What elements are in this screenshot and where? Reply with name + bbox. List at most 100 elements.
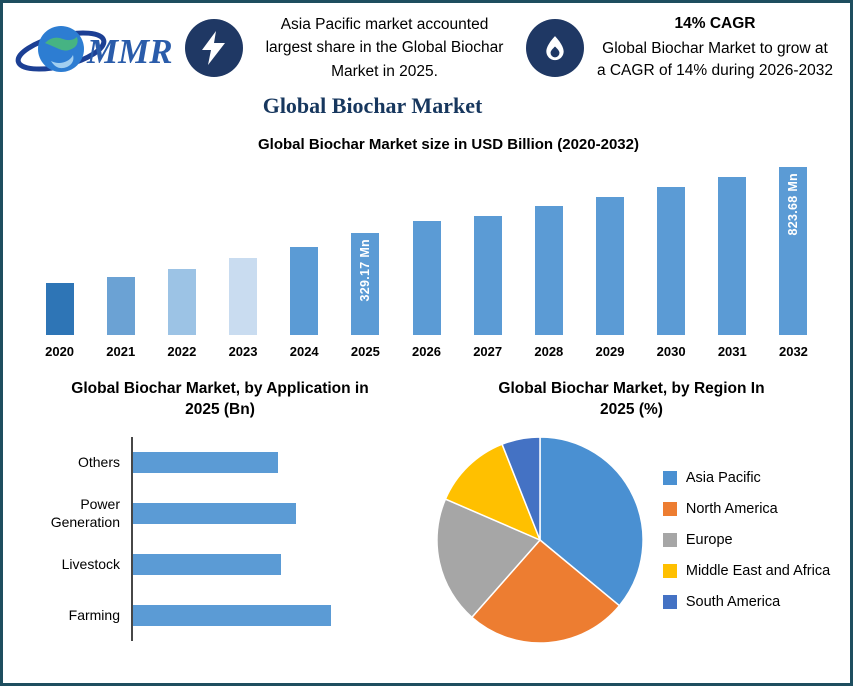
- bar-value-label-2025: 329.17 Mn: [358, 239, 373, 302]
- header-left-highlight: Asia Pacific market accounted largest sh…: [255, 13, 514, 83]
- legend-swatch: [662, 563, 677, 578]
- x-tick-2031: 2031: [717, 344, 747, 359]
- legend-item-asia-pacific: Asia Pacific: [662, 469, 830, 486]
- x-tick-2029: 2029: [595, 344, 625, 359]
- x-tick-2030: 2030: [656, 344, 686, 359]
- hbar-track: [131, 538, 421, 590]
- market-size-bars: 2020 2021 2022 2023 2024 329.17 Mn 2025 2026 202…: [29, 163, 824, 359]
- cagr-description: Global Biochar Market to grow at a CAGR …: [596, 39, 834, 79]
- hbar-row-others: Others: [19, 436, 421, 488]
- globe-landmass-2: [51, 55, 74, 69]
- cagr-value: 14% CAGR: [674, 14, 756, 32]
- bar-2029: [595, 197, 624, 335]
- hbar-others: [133, 451, 278, 473]
- hbar-label: Others: [77, 454, 120, 471]
- header-right-highlight: 14% CAGR Global Biochar Market to grow a…: [596, 15, 834, 81]
- x-tick-2022: 2022: [167, 344, 197, 359]
- hbar-row-livestock: Livestock: [19, 538, 421, 590]
- bar-2027: [473, 216, 502, 335]
- bar-2026: [412, 221, 441, 335]
- x-tick-2032: 2032: [778, 344, 808, 359]
- x-tick-2021: 2021: [106, 344, 136, 359]
- lightning-badge: [185, 19, 243, 77]
- region-pie: [436, 436, 644, 644]
- lightning-bolt-icon: [202, 31, 225, 65]
- bar-value-label-2032: 823.68 Mn: [786, 173, 801, 236]
- mmr-logo: MMR: [15, 26, 173, 72]
- bar-slot-2026: 2026: [396, 221, 457, 359]
- pie-and-legend: Asia Pacific North America Europe Middle Ea…: [433, 433, 830, 647]
- legend-label: Europe: [685, 531, 733, 548]
- application-chart: Global Biochar Market, by Application in…: [19, 379, 421, 647]
- market-size-chart-title: Global Biochar Market size in USD Billio…: [258, 136, 639, 153]
- hbar-row-farming: Farming: [19, 589, 421, 641]
- legend-swatch: [662, 470, 677, 485]
- bar-slot-2027: 2027: [457, 216, 518, 359]
- bar-slot-2029: 2029: [579, 197, 640, 359]
- bar-slot-2021: 2021: [90, 277, 151, 359]
- legend-label: Asia Pacific: [685, 469, 761, 486]
- bar-2024: [290, 247, 319, 335]
- bar-2021: [106, 277, 135, 335]
- bar-2025: 329.17 Mn: [351, 233, 380, 335]
- bar-slot-2024: 2024: [274, 247, 335, 359]
- legend-label: North America: [685, 500, 778, 517]
- pie-slice-north-america: [470, 538, 621, 644]
- legend-item-middle-east-and-africa: Middle East and Africa: [662, 562, 831, 579]
- hbar-farming: [133, 604, 331, 626]
- x-tick-2028: 2028: [534, 344, 564, 359]
- bar-slot-2020: 2020: [29, 283, 90, 359]
- asia-pacific-highlight-text: Asia Pacific market accounted largest sh…: [265, 16, 504, 80]
- legend-swatch: [662, 532, 677, 547]
- hbar-track: [131, 589, 421, 641]
- bar-2028: [534, 206, 563, 335]
- hbar-label: Power Generation: [50, 496, 120, 531]
- header: MMR Asia Pacific market accounted larges…: [3, 3, 850, 85]
- pie-slice-europe: [436, 497, 542, 619]
- legend-label: Middle East and Africa: [685, 562, 831, 579]
- bar-2030: [657, 187, 686, 335]
- bar-2031: [718, 177, 747, 335]
- bottom-section: Global Biochar Market, by Application in…: [3, 359, 850, 647]
- application-chart-title: Global Biochar Market, by Application in…: [71, 380, 369, 418]
- legend-swatch: [662, 594, 677, 609]
- region-legend: Asia Pacific North America Europe Middle Ea…: [662, 469, 831, 610]
- region-chart-title: Global Biochar Market, by Region In 2025…: [498, 380, 765, 418]
- x-tick-2023: 2023: [228, 344, 258, 359]
- bar-2020: [45, 283, 74, 335]
- pie-slice-south-america: [500, 436, 541, 541]
- bar-2032: 823.68 Mn: [779, 167, 808, 335]
- hbar-track: [131, 436, 421, 488]
- hbar-row-power-generation: Power Generation: [19, 487, 421, 539]
- pie-slice-asia-pacific: [539, 436, 644, 607]
- bar-slot-2028: 2028: [518, 206, 579, 359]
- bar-2023: [229, 258, 258, 335]
- x-tick-2027: 2027: [473, 344, 503, 359]
- hbar-track: [131, 487, 421, 539]
- legend-label: South America: [685, 593, 781, 610]
- hbar-power-generation: [133, 502, 296, 524]
- page-title: Global Biochar Market: [262, 93, 483, 118]
- bar-slot-2025: 329.17 Mn 2025: [335, 233, 396, 359]
- application-chart-rows: Others Power Generation Livestock Farming: [19, 436, 421, 641]
- bar-slot-2032: 823.68 Mn 2032: [763, 167, 824, 359]
- logo-text: MMR: [86, 32, 173, 71]
- bar-slot-2030: 2030: [641, 187, 702, 359]
- x-tick-2025: 2025: [350, 344, 380, 359]
- legend-swatch: [662, 501, 677, 516]
- bar-slot-2023: 2023: [212, 258, 273, 359]
- hbar-livestock: [133, 553, 281, 575]
- x-tick-2024: 2024: [289, 344, 319, 359]
- globe-landmass: [45, 37, 78, 51]
- hbar-label: Livestock: [61, 556, 120, 573]
- hbar-label: Farming: [68, 607, 120, 624]
- pie-slice-middle-east-and-africa: [444, 443, 542, 542]
- x-tick-2020: 2020: [45, 344, 75, 359]
- bar-2022: [167, 269, 196, 335]
- legend-item-south-america: South America: [662, 593, 830, 610]
- legend-item-europe: Europe: [662, 531, 830, 548]
- bar-slot-2031: 2031: [702, 177, 763, 359]
- x-tick-2026: 2026: [412, 344, 441, 359]
- flame-badge: [526, 19, 584, 77]
